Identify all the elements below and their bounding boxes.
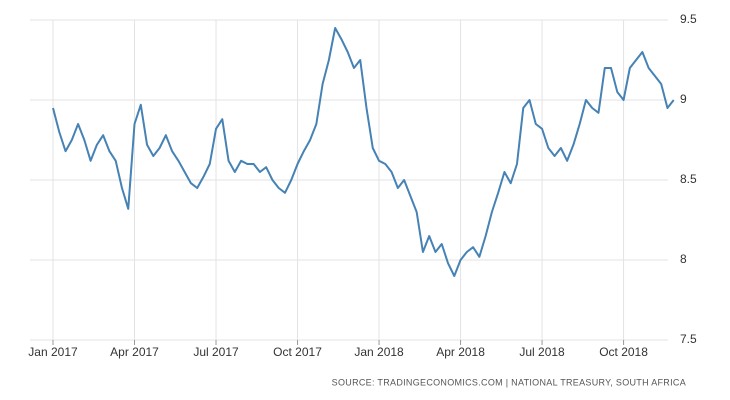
x-tick-label: Apr 2017 (110, 345, 159, 359)
x-tick-label: Jul 2017 (193, 345, 239, 359)
x-tick-label: Jan 2018 (354, 345, 404, 359)
y-tick-label: 8 (680, 252, 687, 266)
x-tick-label: Apr 2018 (436, 345, 485, 359)
x-tick-label: Jul 2018 (519, 345, 565, 359)
y-tick-label: 7.5 (680, 332, 697, 346)
x-tick-label: Oct 2018 (599, 345, 648, 359)
source-note: SOURCE: TRADINGECONOMICS.COM | NATIONAL … (332, 377, 686, 387)
y-tick-label: 8.5 (680, 172, 697, 186)
x-tick-label: Jan 2017 (28, 345, 78, 359)
y-tick-label: 9.5 (680, 12, 697, 26)
y-tick-label: 9 (680, 92, 687, 106)
data-line (52, 27, 675, 277)
x-tick-label: Oct 2017 (273, 345, 322, 359)
